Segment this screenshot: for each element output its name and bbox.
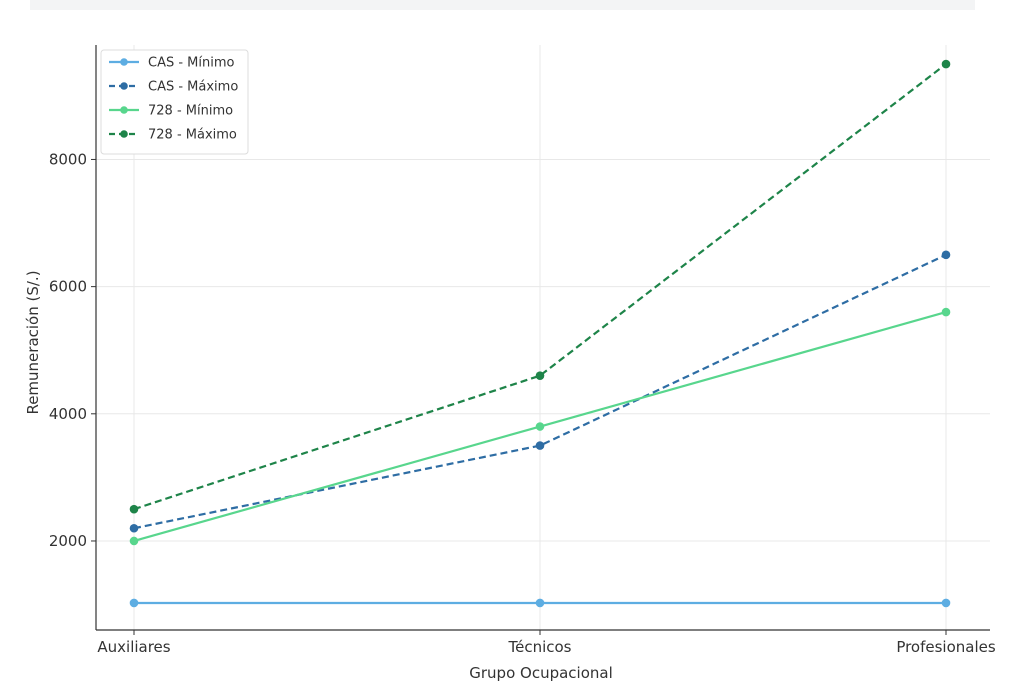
legend-label: CAS - Máximo — [148, 80, 238, 95]
axes-layer: 2000 4000 6000 8000 Auxiliares Técnicos Profes… — [49, 45, 996, 656]
series-0 — [129, 598, 951, 608]
data-point — [941, 250, 951, 260]
x-tick-label: Auxiliares — [97, 638, 170, 656]
data-point — [535, 441, 545, 450]
data-point — [129, 504, 139, 514]
legend-swatch-marker — [120, 130, 128, 138]
x-axis-title: Grupo Ocupacional — [469, 664, 613, 682]
series-3 — [129, 59, 951, 514]
legend: CAS - Mínimo CAS - Máximo 728 - Mínimo 728 … — [100, 49, 249, 155]
legend-label: 728 - Máximo — [148, 128, 237, 143]
data-point — [535, 598, 545, 608]
y-tick-label: 8000 — [49, 150, 87, 168]
data-point — [941, 598, 951, 608]
series-line — [133, 253, 947, 530]
legend-swatch-marker — [120, 58, 128, 66]
x-tick-label: Profesionales — [896, 638, 996, 656]
data-point — [129, 536, 139, 546]
series-1 — [129, 250, 951, 533]
data-point — [535, 371, 545, 380]
data-point — [535, 422, 545, 431]
y-tick-label: 6000 — [49, 278, 87, 296]
legend-swatch-marker — [120, 82, 128, 90]
legend-swatch-marker — [120, 106, 128, 114]
legend-label: CAS - Mínimo — [148, 56, 235, 71]
data-point — [941, 307, 951, 317]
data-point — [129, 598, 139, 608]
top-band — [30, 0, 975, 10]
y-tick-label: 2000 — [49, 532, 87, 550]
data-point — [129, 523, 139, 533]
y-tick-label: 4000 — [49, 405, 87, 423]
legend-box — [100, 49, 249, 155]
x-tick-label: Técnicos — [507, 638, 571, 656]
legend-label: 728 - Mínimo — [148, 104, 233, 119]
series-2 — [129, 307, 951, 546]
data-point — [941, 59, 951, 69]
y-axis-title: Remuneración (S/.) — [24, 270, 42, 414]
series-layer — [129, 59, 951, 608]
